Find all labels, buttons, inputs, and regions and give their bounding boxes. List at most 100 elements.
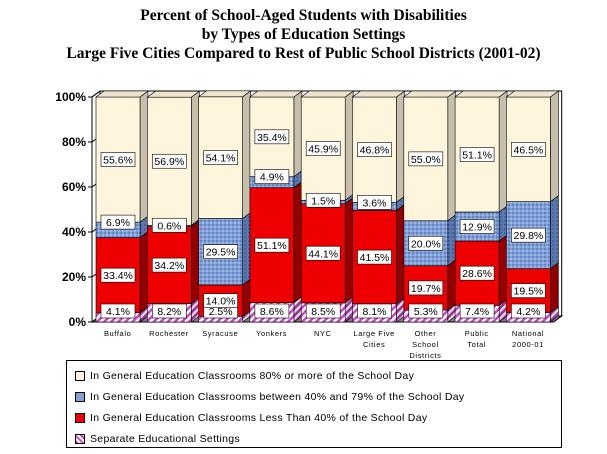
bar-side-general80 [242, 90, 251, 220]
bar-side-between40-79 [242, 211, 251, 286]
data-label-box [203, 150, 238, 165]
bar-side-less40 [242, 278, 251, 317]
data-label: 6.9% [106, 217, 130, 229]
data-label-box [100, 303, 136, 319]
data-label: 29.8% [514, 230, 544, 242]
bar-side-general80 [293, 90, 303, 178]
y-tick-label: 100% [55, 90, 86, 104]
data-label: 51.1% [462, 149, 492, 161]
chart-title-line3: Large Five Cities Compared to Rest of Pu… [66, 45, 541, 62]
data-label-box [152, 257, 187, 273]
chart-legend: In General Education Classrooms 80% or m… [66, 360, 562, 448]
y-tick-label: 20% [62, 270, 86, 284]
bar-side-less40 [293, 181, 303, 304]
stacked-bar-chart: 0% 20% 40% 60% 80% 100% 4.1% 33.4% 6.9% 55.6% Buff… [55, 90, 564, 360]
data-label: 46.8% [360, 145, 390, 157]
y-tick-label: 40% [62, 225, 86, 239]
data-label: 19.5% [514, 286, 544, 298]
bar-top-cap [402, 90, 457, 98]
bar-top-cap [454, 90, 509, 98]
bar-top-cap [146, 90, 201, 98]
data-label: 45.9% [308, 144, 338, 156]
x-tick-label: Cities [363, 340, 385, 349]
data-label-box [254, 129, 290, 145]
chart-title-line2: by Types of Education Settings [201, 26, 406, 43]
data-label-box [357, 303, 392, 319]
x-tick-label: National [512, 329, 544, 338]
bar-side-general80 [396, 90, 405, 203]
legend-label-separate: Separate Educational Settings [90, 433, 240, 445]
data-label: 20.0% [411, 238, 441, 250]
data-label-box [305, 303, 341, 319]
legend-swatch-less40 [75, 413, 85, 424]
bar-top-cap [351, 90, 406, 98]
data-label-box [152, 303, 187, 319]
y-tick-label: 60% [62, 180, 86, 194]
data-label-box [203, 293, 238, 308]
data-label-box [100, 152, 136, 167]
data-label: 55.6% [103, 155, 133, 167]
data-label: 35.4% [257, 132, 287, 144]
bar-side-less40 [550, 262, 559, 314]
y-gridline-edge [91, 90, 101, 98]
bar-side-general80 [498, 90, 508, 213]
data-label: 7.4% [465, 306, 489, 318]
legend-label-less40: In General Education Classrooms Less Tha… [90, 412, 428, 424]
data-label: 5.3% [414, 306, 438, 318]
x-tick-label: Public [465, 329, 489, 338]
legend-label-general80: In General Education Classrooms 80% or m… [90, 370, 415, 382]
x-tick-label: Districts [409, 351, 441, 360]
chart-title-line1: Percent of School-Aged Students with Dis… [140, 7, 467, 24]
bar-side-general80 [139, 90, 149, 223]
data-label: 41.5% [360, 252, 390, 264]
data-label-box [408, 151, 444, 167]
data-label: 2.5% [209, 306, 233, 318]
legend-swatch-general80 [75, 371, 85, 382]
x-tick-label: Other [415, 329, 437, 338]
x-tick-label: School [412, 340, 439, 349]
data-label-box [511, 142, 546, 157]
bar-side-general80 [447, 90, 457, 222]
bar-side-general80 [344, 90, 354, 201]
legend-item-less40: In General Education Classrooms Less Tha… [75, 412, 427, 424]
data-label-box [254, 303, 290, 319]
data-label: 8.1% [363, 306, 387, 318]
data-label-box [203, 244, 238, 259]
x-tick-label: NYC [314, 329, 332, 338]
data-label: 8.5% [311, 306, 335, 318]
data-label-box [357, 195, 392, 210]
data-label: 54.1% [206, 153, 236, 165]
data-label-box [100, 267, 136, 283]
x-tick-label: Total [467, 340, 486, 349]
bar-side-less40 [396, 203, 405, 305]
bar-side-general80 [550, 90, 559, 203]
bar-side-less40 [344, 197, 354, 304]
legend-swatch-separate [75, 434, 85, 445]
data-label: 14.0% [206, 296, 236, 308]
bar-side-between40-79 [447, 214, 457, 267]
data-label: 44.1% [308, 248, 338, 260]
data-label: 1.5% [311, 195, 335, 207]
bar-side-between40-79 [550, 195, 559, 270]
x-tick-label: 2000-01 [512, 340, 544, 349]
data-label: 55.0% [411, 154, 441, 166]
data-label: 8.6% [260, 306, 284, 318]
x-tick-label: Syracuse [202, 329, 238, 338]
data-label-box [511, 283, 546, 298]
data-label: 33.4% [103, 270, 133, 282]
data-label-box [254, 169, 290, 184]
data-label-box [459, 303, 495, 319]
bar-top-cap [300, 90, 355, 98]
data-label-box [254, 237, 290, 253]
legend-item-separate: Separate Educational Settings [75, 433, 240, 445]
data-label-box [511, 303, 546, 319]
legend-label-between40-79: In General Education Classrooms between … [90, 391, 465, 403]
bar-top-cap [95, 90, 149, 98]
data-label-box [511, 227, 546, 243]
data-label-box [459, 147, 495, 162]
bar-side-less40 [191, 220, 200, 305]
data-label: 56.9% [154, 156, 184, 168]
data-label-box [152, 217, 187, 233]
bar-top-cap [505, 90, 560, 98]
legend-item-between40-79: In General Education Classrooms between … [75, 391, 464, 403]
